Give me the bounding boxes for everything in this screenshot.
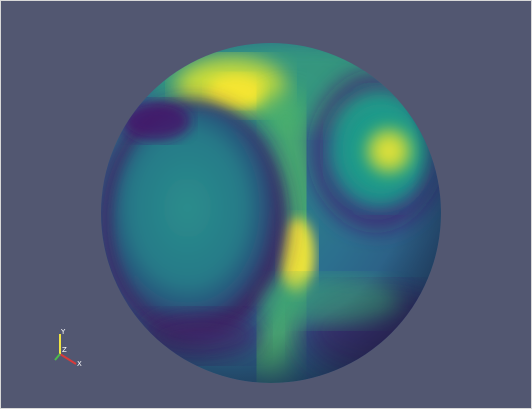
- z-axis-label: Z: [62, 346, 67, 354]
- orientation-axes-widget: X Y Z: [54, 328, 82, 368]
- x-axis-label: X: [77, 360, 82, 368]
- z-axis-line: [54, 353, 61, 361]
- x-axis-line: [59, 353, 77, 365]
- y-axis-label: Y: [60, 328, 66, 336]
